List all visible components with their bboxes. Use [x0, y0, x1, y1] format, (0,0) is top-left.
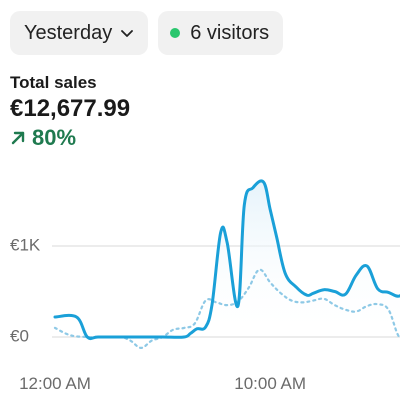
chevron-down-icon — [121, 30, 134, 37]
date-range-label: Yesterday — [24, 21, 113, 44]
change-percent: 80% — [32, 125, 77, 150]
status-dot-icon — [170, 28, 181, 38]
live-visitors-badge[interactable]: 6 visitors — [158, 11, 284, 55]
date-range-dropdown[interactable]: Yesterday — [10, 11, 149, 55]
total-sales-value: €12,677.99 — [10, 95, 131, 122]
change-indicator: 80% — [10, 124, 130, 152]
filter-toolbar: Yesterday 6 visitors — [10, 11, 284, 55]
sales-summary: Total sales €12,677.99 80% — [10, 72, 130, 152]
current-series-line — [53, 179, 400, 341]
current-series-area — [55, 180, 400, 339]
y-tick-label: €1K — [10, 235, 41, 254]
comparison-series-line — [53, 268, 400, 350]
x-tick-label: 12:00 AM — [19, 374, 91, 393]
y-tick-label: €0 — [10, 326, 29, 345]
visitors-count: 6 visitors — [190, 21, 270, 44]
arrow-up-right-icon — [11, 131, 25, 145]
x-tick-label: 10:00 AM — [234, 374, 306, 393]
summary-title: Total sales — [10, 73, 97, 92]
